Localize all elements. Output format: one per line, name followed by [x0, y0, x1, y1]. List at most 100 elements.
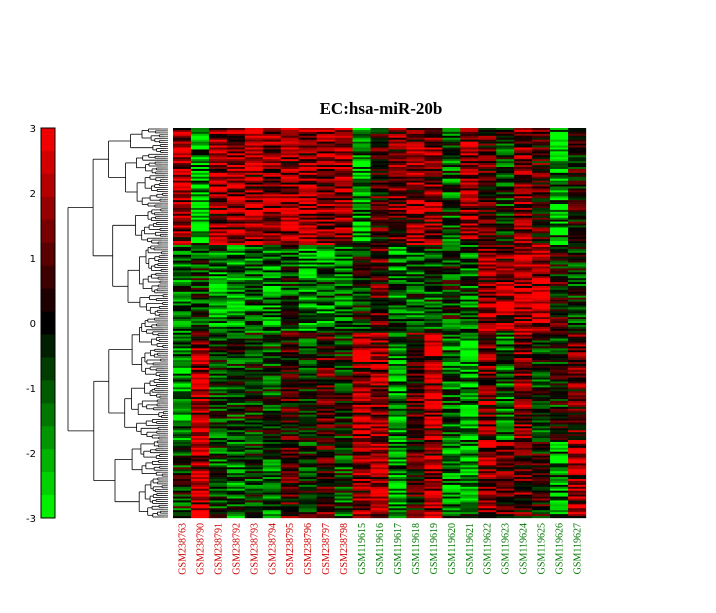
heatmap-cell	[496, 365, 515, 369]
heatmap-cell	[208, 258, 228, 261]
heatmap-cell	[334, 440, 353, 443]
heatmap-cell	[550, 402, 569, 406]
heatmap-cell	[424, 282, 443, 285]
heatmap-cell	[370, 145, 389, 148]
heatmap-cell	[190, 141, 210, 144]
heatmap-cell	[406, 245, 425, 248]
heatmap-cell	[424, 422, 443, 425]
heatmap-cell	[190, 436, 210, 439]
heatmap-cell	[532, 410, 551, 413]
heatmap-cell	[424, 245, 443, 248]
heatmap-cell	[316, 252, 335, 256]
heatmap-cell	[532, 354, 551, 357]
heatmap-cell	[226, 153, 246, 156]
heatmap-cell	[244, 239, 264, 242]
heatmap-cell	[424, 264, 443, 267]
heatmap-cell	[173, 512, 192, 515]
heatmap-cell	[406, 309, 425, 312]
heatmap-cell	[514, 196, 533, 199]
heatmap-cell	[496, 471, 515, 474]
heatmap-cell	[208, 198, 228, 201]
heatmap-cell	[208, 441, 228, 445]
heatmap-cell	[280, 348, 299, 351]
heatmap-cell	[208, 184, 228, 187]
heatmap-cell	[406, 441, 425, 445]
heatmap-cell	[298, 198, 317, 201]
heatmap-cell	[370, 498, 389, 501]
heatmap-cell	[442, 235, 461, 238]
heatmap-cell	[352, 219, 371, 222]
heatmap-cell	[244, 428, 264, 431]
heatmap-cell	[280, 178, 299, 181]
heatmap-cell	[316, 313, 335, 316]
heatmap-cell	[173, 135, 192, 139]
heatmap-cell	[496, 225, 515, 228]
heatmap-cell	[514, 135, 533, 139]
heatmap-cell	[208, 475, 228, 478]
heatmap-cell	[208, 227, 228, 230]
heatmap-cell	[370, 143, 389, 146]
heatmap-cell	[550, 346, 569, 349]
heatmap-cell	[532, 295, 551, 298]
heatmap-cell	[442, 475, 461, 478]
heatmap-cell	[334, 268, 353, 271]
heatmap-cell	[424, 159, 443, 162]
heatmap-cell	[550, 145, 569, 148]
heatmap-cell	[244, 291, 264, 295]
heatmap-cell	[208, 391, 228, 394]
heatmap-cell	[514, 381, 533, 384]
heatmap-cell	[173, 174, 192, 178]
heatmap-cell	[334, 233, 353, 236]
heatmap-cell	[568, 486, 587, 490]
heatmap-cell	[334, 393, 353, 396]
heatmap-cell	[424, 237, 443, 240]
heatmap-cell	[262, 340, 282, 343]
heatmap-cell	[424, 440, 443, 443]
heatmap-cell	[496, 299, 515, 302]
heatmap-cell	[316, 410, 335, 413]
heatmap-cell	[262, 282, 282, 285]
heatmap-cell	[424, 410, 443, 413]
heatmap-cell	[226, 305, 246, 308]
heatmap-cell	[460, 159, 479, 162]
heatmap-cell	[442, 426, 461, 429]
heatmap-cell	[460, 340, 479, 343]
heatmap-cell	[532, 342, 551, 345]
heatmap-cell	[550, 131, 569, 135]
heatmap-cell	[442, 416, 461, 419]
heatmap-cell	[352, 299, 371, 302]
heatmap-cell	[442, 133, 461, 137]
heatmap-cell	[190, 147, 210, 150]
heatmap-cell	[550, 410, 569, 413]
heatmap-cell	[442, 172, 461, 176]
heatmap-cell	[352, 245, 371, 248]
heatmap-cell	[352, 184, 371, 187]
heatmap-cell	[370, 461, 389, 464]
heatmap-cell	[208, 447, 228, 451]
heatmap-cell	[370, 256, 389, 259]
heatmap-cell	[316, 420, 335, 423]
heatmap-cell	[173, 213, 192, 217]
heatmap-cell	[226, 412, 246, 415]
heatmap-cell	[280, 258, 299, 261]
heatmap-cell	[334, 469, 353, 472]
heatmap-cell	[496, 360, 515, 363]
heatmap-cell	[316, 367, 335, 371]
heatmap-cell	[370, 299, 389, 302]
heatmap-cell	[226, 420, 246, 423]
heatmap-cell	[460, 180, 479, 183]
heatmap-cell	[514, 404, 533, 408]
heatmap-cell	[173, 336, 192, 339]
heatmap-cell	[550, 147, 569, 150]
heatmap-cell	[496, 280, 515, 283]
heatmap-cell	[316, 149, 335, 152]
heatmap-cell	[406, 399, 425, 402]
heatmap-cell	[352, 163, 371, 166]
heatmap-cell	[370, 159, 389, 162]
heatmap-cell	[496, 278, 515, 281]
heatmap-cell	[514, 338, 533, 341]
heatmap-cell	[514, 321, 533, 324]
heatmap-cell	[208, 500, 228, 503]
heatmap-cell	[208, 129, 228, 133]
heatmap-cell	[173, 426, 192, 429]
